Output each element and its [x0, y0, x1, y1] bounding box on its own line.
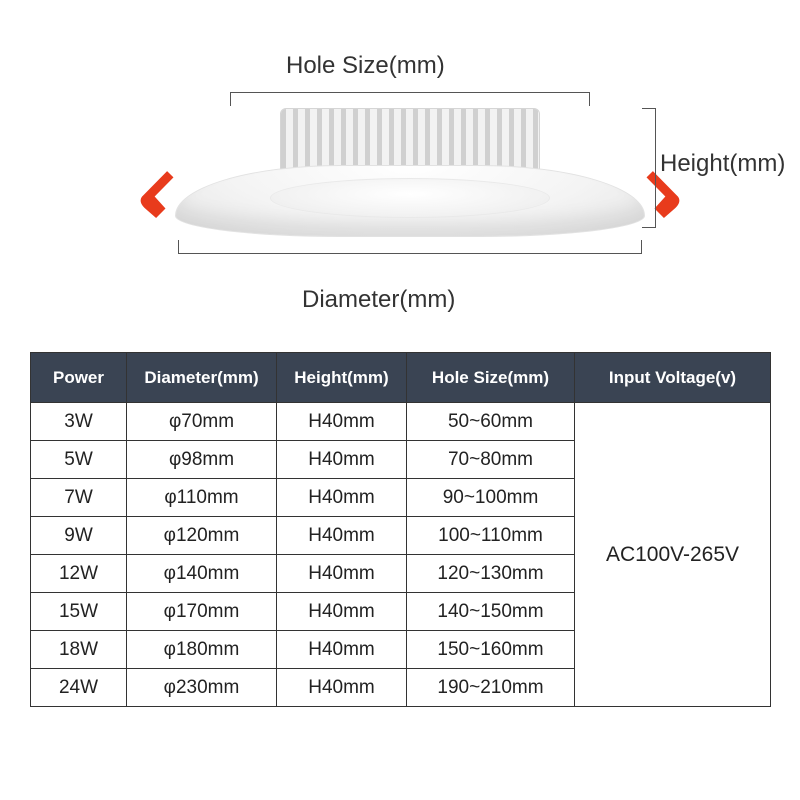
td-hole: 150~160mm: [407, 631, 575, 669]
td-height: H40mm: [277, 479, 407, 517]
td-diameter: φ140mm: [127, 555, 277, 593]
td-hole: 120~130mm: [407, 555, 575, 593]
th-power: Power: [31, 353, 127, 403]
td-height: H40mm: [277, 593, 407, 631]
product-diffuser: [270, 178, 550, 218]
td-power: 9W: [31, 517, 127, 555]
td-diameter: φ120mm: [127, 517, 277, 555]
td-power: 24W: [31, 669, 127, 707]
diameter-label: Diameter(mm): [302, 286, 455, 314]
td-height: H40mm: [277, 555, 407, 593]
td-power: 3W: [31, 403, 127, 441]
height-label: Height(mm): [660, 150, 785, 178]
td-diameter: φ110mm: [127, 479, 277, 517]
td-height: H40mm: [277, 669, 407, 707]
td-input-voltage: AC100V-265V: [575, 403, 771, 707]
td-hole: 100~110mm: [407, 517, 575, 555]
td-diameter: φ170mm: [127, 593, 277, 631]
spec-infographic: Hole Size(mm) Height(mm) Diameter(mm) Po…: [0, 0, 800, 800]
height-bracket: [560, 108, 656, 228]
heatsink-fins: [281, 109, 539, 169]
diameter-bracket: [178, 240, 642, 254]
product-heatsink: [280, 108, 540, 170]
td-hole: 70~80mm: [407, 441, 575, 479]
td-diameter: φ180mm: [127, 631, 277, 669]
td-power: 15W: [31, 593, 127, 631]
td-diameter: φ230mm: [127, 669, 277, 707]
hole-size-bracket: [230, 92, 590, 106]
td-height: H40mm: [277, 441, 407, 479]
td-power: 12W: [31, 555, 127, 593]
th-voltage: Input Voltage(v): [575, 353, 771, 403]
th-height: Height(mm): [277, 353, 407, 403]
td-height: H40mm: [277, 403, 407, 441]
th-diameter: Diameter(mm): [127, 353, 277, 403]
td-power: 18W: [31, 631, 127, 669]
td-height: H40mm: [277, 631, 407, 669]
td-height: H40mm: [277, 517, 407, 555]
td-power: 7W: [31, 479, 127, 517]
td-power: 5W: [31, 441, 127, 479]
td-hole: 50~60mm: [407, 403, 575, 441]
hole-size-label: Hole Size(mm): [286, 52, 445, 80]
td-diameter: φ70mm: [127, 403, 277, 441]
td-diameter: φ98mm: [127, 441, 277, 479]
th-hole: Hole Size(mm): [407, 353, 575, 403]
table-body: 3Wφ70mmH40mm50~60mmAC100V-265V5Wφ98mmH40…: [31, 403, 771, 707]
table-row: 3Wφ70mmH40mm50~60mmAC100V-265V: [31, 403, 771, 441]
spec-table: Power Diameter(mm) Height(mm) Hole Size(…: [30, 352, 771, 707]
td-hole: 90~100mm: [407, 479, 575, 517]
td-hole: 190~210mm: [407, 669, 575, 707]
table-header-row: Power Diameter(mm) Height(mm) Hole Size(…: [31, 353, 771, 403]
td-hole: 140~150mm: [407, 593, 575, 631]
